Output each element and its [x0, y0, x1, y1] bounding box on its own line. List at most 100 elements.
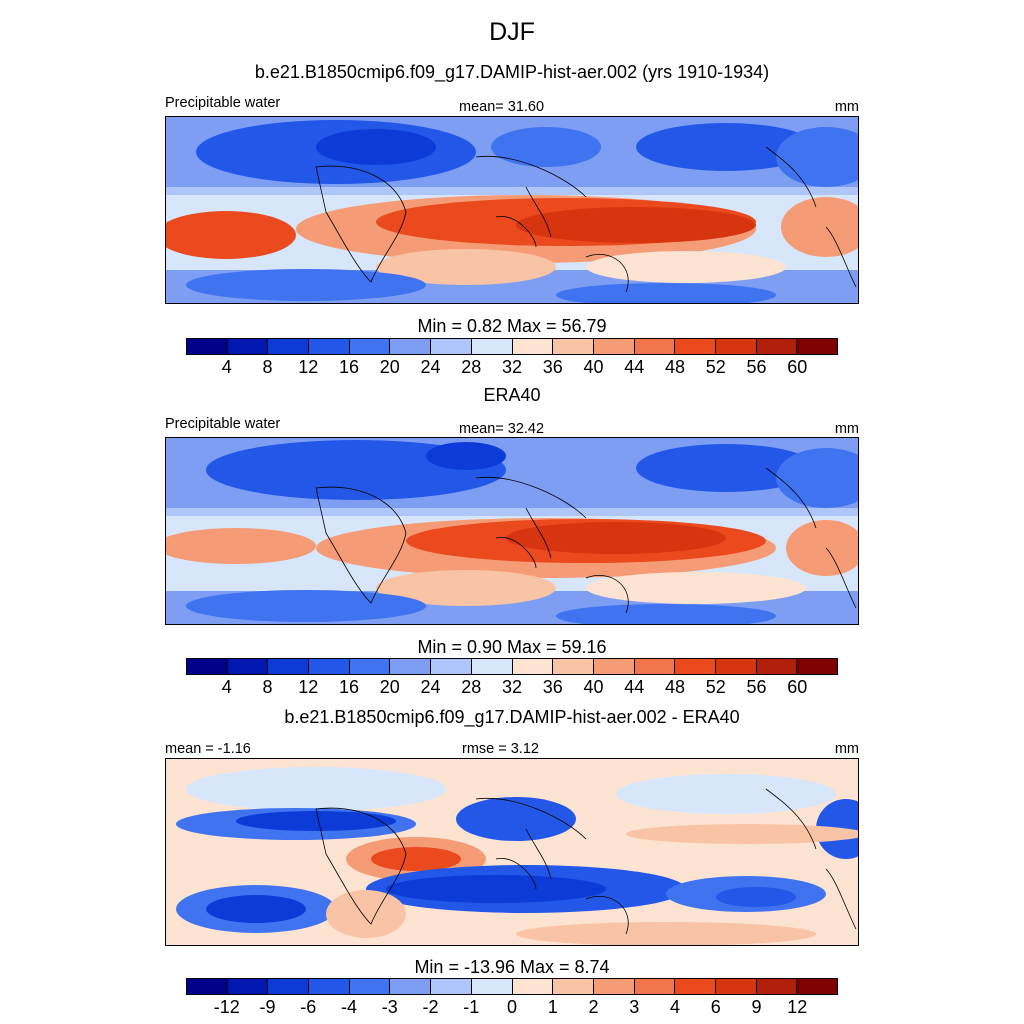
colorbar-box — [268, 979, 310, 994]
colorbar-box — [390, 979, 432, 994]
colorbar-box — [512, 659, 554, 674]
colorbar-box — [187, 979, 228, 994]
colorbar-tick-label: 12 — [787, 997, 808, 1017]
colorbar-box — [553, 979, 594, 994]
colorbar-box — [756, 339, 798, 354]
colorbar-tick-label: -6 — [300, 997, 317, 1017]
colorbar-tick-label: 1 — [547, 997, 558, 1017]
colorbar-tick-label: 48 — [664, 357, 686, 377]
colorbar-tick-label: 36 — [542, 677, 563, 697]
colorbar-tick-label: 12 — [298, 357, 319, 377]
colorbar-tick-label: 8 — [262, 677, 273, 697]
panel3-colorbar — [186, 978, 838, 995]
colorbar-tick-label: 56 — [746, 677, 767, 697]
colorbar-box — [634, 979, 676, 994]
panel1-title: b.e21.B1850cmip6.f09_g17.DAMIP-hist-aer.… — [254, 62, 770, 82]
colorbar-tick-label: 4 — [221, 357, 232, 377]
panel3-map — [165, 758, 859, 946]
colorbar-box — [187, 659, 228, 674]
colorbar-tick-label: 48 — [664, 677, 686, 697]
colorbar-tick-label: 44 — [624, 677, 645, 697]
panel2-variable-label: Precipitable water — [165, 416, 281, 432]
colorbar-tick-label: 24 — [420, 357, 441, 377]
colorbar-tick-label: 16 — [338, 677, 360, 697]
colorbar-tick-label: 20 — [379, 357, 400, 377]
colorbar-tick-label: -9 — [259, 997, 276, 1017]
colorbar-box — [593, 979, 635, 994]
colorbar-tick-label: 52 — [705, 677, 726, 697]
panel3-minmax: Min = -13.96 Max = 8.74 — [414, 957, 610, 977]
colorbar-box — [309, 339, 350, 354]
colorbar-box — [390, 339, 432, 354]
colorbar-tick-label: 24 — [420, 677, 441, 697]
colorbar-box — [227, 659, 269, 674]
colorbar-tick-label: 3 — [629, 997, 640, 1017]
colorbar-tick-label: 40 — [583, 357, 604, 377]
colorbar-tick-label: 4 — [669, 997, 681, 1017]
colorbar-box — [675, 339, 716, 354]
colorbar-box — [268, 339, 310, 354]
colorbar-box — [512, 339, 554, 354]
colorbar-box — [471, 659, 513, 674]
colorbar-tick-label: 4 — [221, 677, 232, 697]
panel2-units-label: mm — [834, 421, 859, 437]
panel2-title: ERA40 — [483, 385, 541, 405]
colorbar-tick-label: 32 — [501, 357, 523, 377]
colorbar-tick-label: 36 — [542, 357, 563, 377]
colorbar-box — [390, 659, 432, 674]
colorbar-tick-label: -2 — [422, 997, 439, 1017]
colorbar-tick-label: 44 — [624, 357, 645, 377]
colorbar-tick-label: 60 — [787, 357, 808, 377]
colorbar-box — [593, 659, 635, 674]
colorbar-tick-label: 20 — [379, 677, 400, 697]
colorbar-box — [268, 659, 310, 674]
colorbar-box — [593, 339, 635, 354]
colorbar-box — [471, 339, 513, 354]
panel1-variable-label: Precipitable water — [165, 95, 281, 111]
colorbar-tick-label: 56 — [746, 357, 767, 377]
panel1-mean-label: mean= 31.60 — [459, 99, 545, 115]
panel2-mean-label: mean= 32.42 — [459, 421, 545, 437]
colorbar-box — [553, 659, 594, 674]
colorbar-tick-label: 6 — [710, 997, 721, 1017]
colorbar-box — [309, 659, 350, 674]
colorbar-box — [797, 339, 837, 354]
colorbar-box — [512, 979, 554, 994]
colorbar-tick-label: 12 — [298, 677, 319, 697]
colorbar-tick-label: 0 — [506, 997, 518, 1017]
colorbar-tick-label: -12 — [213, 997, 240, 1017]
panel1-colorbar-labels: 4 8 12 16 20 24 28 32 36 40 44 48 52 56 60 — [186, 357, 838, 379]
panel1-minmax: Min = 0.82 Max = 56.79 — [417, 316, 607, 336]
colorbar-tick-label: 28 — [461, 677, 482, 697]
panel2-minmax: Min = 0.90 Max = 59.16 — [417, 637, 607, 657]
colorbar-tick-label: 52 — [705, 357, 726, 377]
colorbar-tick-label: 32 — [501, 677, 523, 697]
panel1-units-label: mm — [834, 99, 859, 115]
panel2-map — [165, 437, 859, 625]
main-title: DJF — [489, 18, 535, 46]
colorbar-box — [553, 339, 594, 354]
colorbar-tick-label: 28 — [461, 357, 482, 377]
colorbar-tick-label: 2 — [588, 997, 599, 1017]
colorbar-box — [715, 979, 757, 994]
panel2-colorbar — [186, 658, 838, 675]
colorbar-box — [634, 659, 676, 674]
panel1-map — [165, 116, 859, 304]
colorbar-box — [715, 339, 757, 354]
colorbar-box — [227, 339, 269, 354]
colorbar-box — [349, 979, 391, 994]
colorbar-box — [227, 979, 269, 994]
colorbar-box — [309, 979, 350, 994]
colorbar-tick-label: -3 — [381, 997, 398, 1017]
panel1-colorbar — [186, 338, 838, 355]
colorbar-box — [634, 339, 676, 354]
panel3-units-label: mm — [834, 741, 859, 757]
colorbar-box — [431, 339, 472, 354]
colorbar-box — [715, 659, 757, 674]
panel2-colorbar-labels: 4 8 12 16 20 24 28 32 36 40 44 48 52 56 60 — [186, 677, 838, 699]
colorbar-tick-label: 8 — [262, 357, 273, 377]
colorbar-box — [431, 979, 472, 994]
colorbar-box — [756, 979, 798, 994]
colorbar-box — [471, 979, 513, 994]
colorbar-box — [797, 659, 837, 674]
